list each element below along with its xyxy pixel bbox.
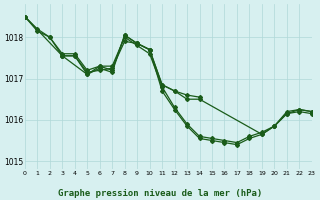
Text: Graphe pression niveau de la mer (hPa): Graphe pression niveau de la mer (hPa) [58, 189, 262, 198]
